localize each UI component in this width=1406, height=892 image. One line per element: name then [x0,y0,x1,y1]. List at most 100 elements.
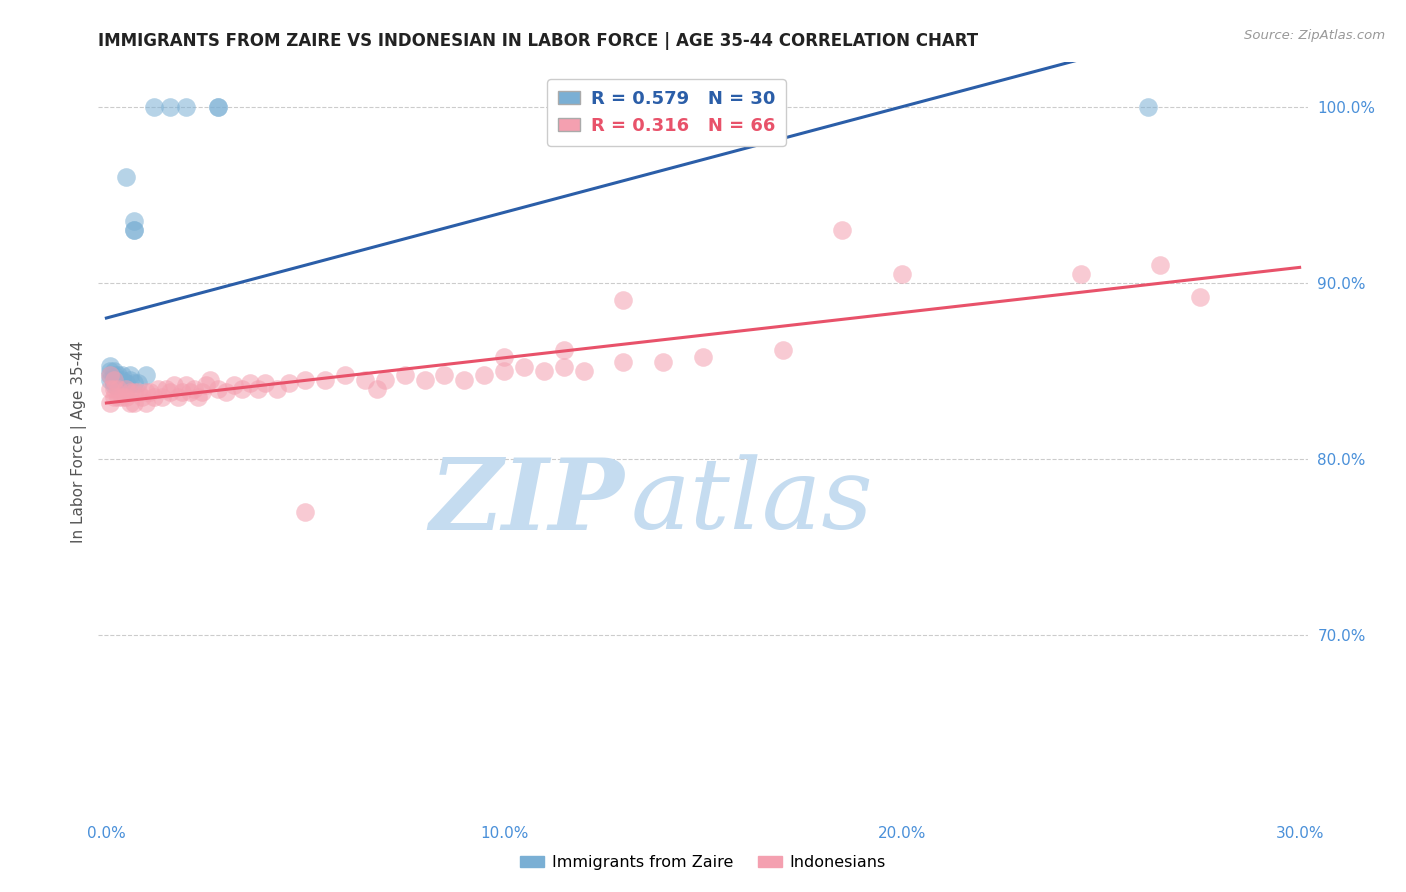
Point [494,364,516,378]
Point [139,385,162,400]
Point [553,343,575,357]
Point [131,391,153,405]
Point [103,375,125,389]
Point [111,391,134,405]
Point [98,373,121,387]
Point [103,378,125,392]
Point [127,376,149,391]
Point [120,373,142,387]
Point [222,378,245,392]
Point [107,376,129,391]
Point [111,373,134,387]
Point [207,99,229,113]
Text: IMMIGRANTS FROM ZAIRE VS INDONESIAN IN LABOR FORCE | AGE 35-44 CORRELATION CHART: IMMIGRANTS FROM ZAIRE VS INDONESIAN IN L… [98,32,979,50]
Point [120,396,142,410]
Point [198,373,221,387]
Point [1189,290,1212,304]
Point [772,343,794,357]
Point [150,391,173,405]
Point [115,391,138,405]
Point [159,99,181,113]
Point [103,373,125,387]
Point [98,368,121,382]
Point [314,373,336,387]
Point [231,382,253,396]
Point [163,378,186,392]
Point [890,267,912,281]
Point [159,385,181,400]
Point [107,368,129,382]
Point [107,373,129,387]
Point [103,391,125,405]
Point [115,169,138,184]
Point [135,368,157,382]
Point [187,391,209,405]
Point [513,360,536,375]
Point [183,382,205,396]
Point [103,368,125,382]
Point [831,223,853,237]
Point [572,364,595,378]
Point [692,350,714,364]
Point [254,376,277,391]
Point [194,378,217,392]
Point [333,368,356,382]
Point [127,385,149,400]
Point [155,382,177,396]
Point [246,382,269,396]
Point [394,368,416,382]
Point [122,214,145,228]
Point [294,505,316,519]
Point [433,368,456,382]
Point [652,355,675,369]
Point [207,99,229,113]
Point [98,382,121,396]
Point [122,376,145,391]
Point [215,385,238,400]
Text: Source: ZipAtlas.com: Source: ZipAtlas.com [1244,29,1385,42]
Point [107,382,129,396]
Point [143,391,166,405]
Point [107,391,129,405]
Point [174,99,197,113]
Point [612,355,634,369]
Point [146,382,169,396]
Point [103,371,125,385]
Point [103,382,125,396]
Point [122,223,145,237]
Point [174,378,197,392]
Point [98,364,121,378]
Point [553,360,575,375]
Point [453,373,475,387]
Point [122,223,145,237]
Point [191,385,214,400]
Point [472,368,495,382]
Point [115,382,138,396]
Point [494,350,516,364]
Point [239,376,262,391]
Point [533,364,555,378]
Legend: R = 0.579   N = 30, R = 0.316   N = 66: R = 0.579 N = 30, R = 0.316 N = 66 [547,79,786,145]
Point [122,396,145,410]
Point [98,359,121,373]
Text: atlas: atlas [630,455,873,549]
Point [1137,99,1160,113]
Point [1149,258,1171,272]
Point [170,385,193,400]
Point [179,385,201,400]
Point [103,364,125,378]
Point [354,373,377,387]
Point [111,368,134,382]
Point [266,382,288,396]
Point [115,376,138,391]
Point [294,373,316,387]
Text: ZIP: ZIP [429,454,624,550]
Point [167,391,190,405]
Point [207,382,229,396]
Point [374,373,396,387]
Point [1070,267,1092,281]
Point [143,99,166,113]
Point [366,382,388,396]
Point [135,385,157,400]
Point [120,368,142,382]
